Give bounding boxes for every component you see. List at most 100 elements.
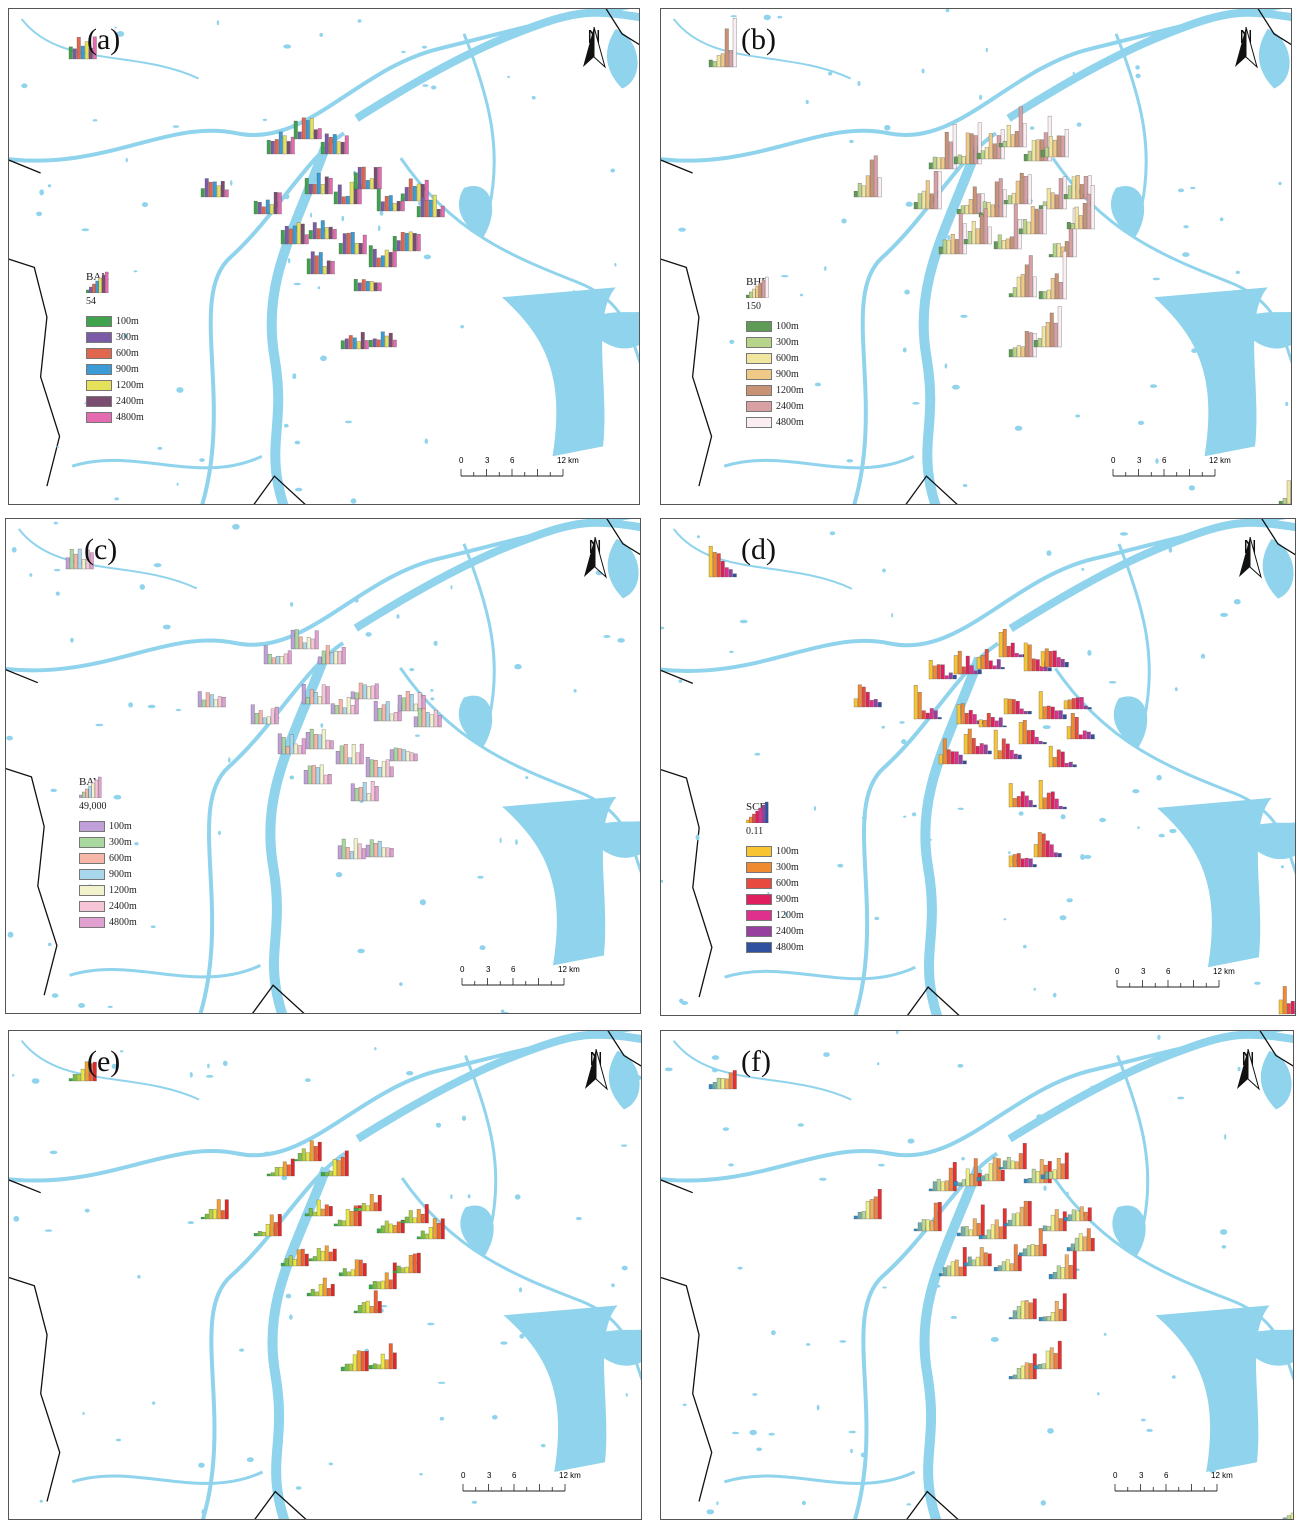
bar-100m [397,694,402,712]
bar-600m [961,1179,966,1187]
bar-300m [257,1231,262,1237]
bar-600m [961,666,966,675]
bar-600m [208,181,213,198]
bar-1200m [216,185,221,198]
bar-2400m [1083,1211,1088,1222]
bar-4800m [732,1070,737,1090]
legend-item-label: 600m [116,347,139,359]
bar-1200m [1064,241,1069,258]
bar-900m [350,232,355,255]
bar-4800m [392,1352,397,1370]
bar-600m [1046,188,1051,210]
bar-600m [424,1233,429,1240]
bar-300m [997,1265,1002,1272]
bar-300m [420,196,425,218]
bar-100m [1040,1174,1045,1180]
bar-300m [1012,1374,1017,1380]
bar-cluster [330,696,359,715]
bar-300m [312,222,317,240]
legend-item-label: 600m [776,877,799,889]
bar-4800m [377,282,382,292]
bar-300m [380,201,385,212]
bar-900m [1010,642,1015,658]
bar-600m [946,749,951,765]
bar-cluster [1278,480,1291,504]
bar-4800m [317,1141,322,1162]
bar-600m [1046,1316,1051,1322]
bar-1200m [1034,208,1039,235]
bar-900m [940,157,945,170]
bar-100m [913,1228,918,1232]
bar-300m [1070,223,1075,230]
bar-100m [304,178,309,195]
svg-text:6: 6 [512,1471,517,1480]
bar-4800m [416,234,421,252]
bar-100m [350,783,355,802]
bar-4800m [1057,853,1062,858]
legend-item: 1200m [746,382,804,398]
bar-4800m [877,702,882,708]
bar-cluster [293,117,322,140]
bar-2400m [436,1223,441,1240]
legend-item-label: 900m [776,368,799,380]
bar-1200m [353,838,358,860]
bar-4800m [330,261,335,275]
bar-300m [1007,1219,1012,1227]
bar-600m [984,1173,989,1182]
bar-100m [308,1258,313,1262]
bar-300m [310,251,315,275]
bar-300m [257,202,262,215]
bar-100m [68,46,73,60]
bar-300m [857,1211,862,1220]
bar-600m [400,1267,405,1274]
bar-1200m [405,750,410,762]
bar-cluster [928,1162,957,1192]
bar-300m [254,712,259,725]
bar-1200m [384,1272,389,1290]
bar-2400m [1018,106,1023,148]
bar-2400m [328,226,333,240]
bar-4800m [359,743,364,765]
bar-100m [953,655,958,675]
legend-item-label: 2400m [776,925,804,937]
bar-300m [942,738,947,765]
svg-text:12 km: 12 km [1213,967,1235,976]
bar-1200m [1024,264,1029,298]
bar-900m [1050,1214,1055,1232]
legend-item: 2400m [86,393,144,409]
bar-300m [417,708,422,728]
bar-cluster [368,1343,397,1370]
bar-cluster [928,124,957,170]
bar-cluster [976,649,1005,670]
bar-cluster [1038,691,1067,720]
panel-label: (d) [741,533,776,566]
bar-cluster [1003,1200,1032,1227]
bar-600m [861,1211,866,1220]
bar-cluster [978,713,1007,728]
bar-600m [376,339,381,348]
legend-item: 4800m [746,414,804,430]
bar-cluster [250,704,279,725]
bar-600m [76,1074,81,1082]
bar-1200m [349,181,354,205]
bar-100m [340,340,345,350]
bar-1200m [384,1359,389,1370]
bar-900m [1078,1233,1083,1252]
bar-300m [917,1222,922,1232]
bar-300m [967,728,972,755]
bar-300m [1042,706,1047,720]
bar-900m [1078,215,1083,230]
bar-cluster [277,733,306,755]
bar-600m [1016,345,1021,358]
bar-4800m [1042,742,1047,745]
bar-900m [925,1219,930,1232]
bar-4800m [1042,205,1047,235]
bar-1200m [309,1140,314,1162]
bar-600m [1041,326,1046,348]
bar-1200m [384,335,389,348]
bar-100m [338,1272,343,1277]
svg-text:6: 6 [1164,1471,1169,1480]
bar-cluster [998,629,1027,658]
legend-item: 900m [746,366,804,382]
bar-4800m [1062,1293,1067,1322]
